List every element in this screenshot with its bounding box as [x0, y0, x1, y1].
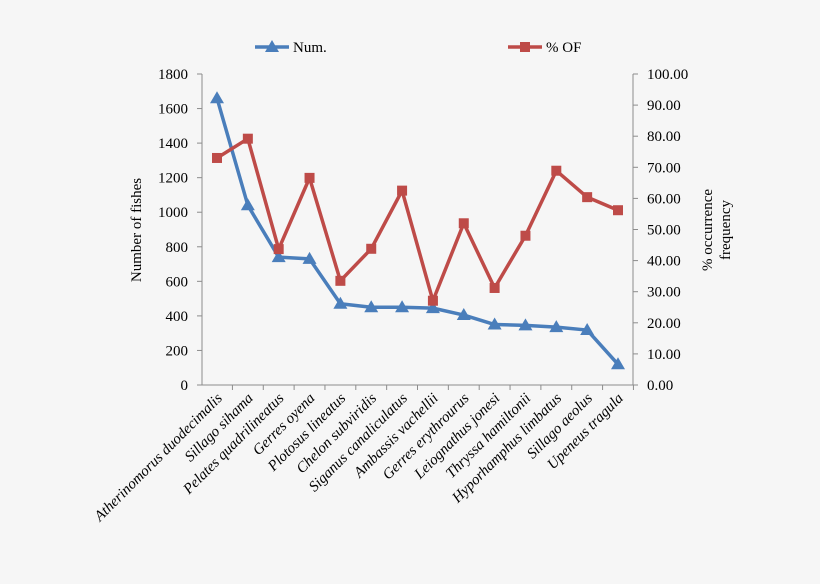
data-point	[425, 301, 440, 314]
data-point	[518, 318, 533, 331]
data-point	[364, 300, 379, 313]
x-tick-label: Atherinomorus duodecimalis	[91, 390, 226, 525]
series-line	[216, 136, 619, 303]
data-point	[520, 230, 531, 241]
data-point	[304, 172, 315, 183]
series-line	[215, 97, 620, 366]
data-point	[549, 320, 564, 333]
data-point	[335, 275, 346, 286]
legend-marker	[520, 42, 530, 52]
data-point	[613, 205, 623, 216]
data-point	[395, 300, 410, 313]
data-point	[302, 251, 317, 264]
right-tick-label: 90.00	[647, 98, 681, 114]
data-point	[487, 317, 502, 330]
axes: 0 200 400 600 800 1000 1200 1400 1600 1800 0.00 10.…	[129, 67, 734, 394]
series-num	[210, 91, 625, 370]
right-tick-label: 100.00	[647, 67, 688, 83]
data-point	[242, 133, 253, 144]
data-point	[273, 244, 284, 255]
y2-axis-title: frequency	[718, 200, 734, 260]
data-point	[458, 218, 469, 229]
legend: Num. % OF	[255, 40, 581, 56]
data-point	[551, 165, 562, 176]
legend-label: % OF	[546, 40, 581, 56]
data-point	[397, 185, 408, 196]
series-of	[212, 133, 623, 306]
left-tick-label: 400	[166, 309, 189, 325]
right-tick-label: 60.00	[647, 191, 681, 207]
y2-axis-title: % occurrence	[700, 189, 716, 271]
right-tick-label: 80.00	[647, 129, 681, 145]
data-point	[580, 323, 595, 336]
data-point	[427, 295, 438, 306]
left-tick-label: 1600	[158, 102, 188, 118]
left-tick-label: 1400	[158, 136, 188, 152]
left-tick-label: 1000	[158, 205, 188, 221]
data-point	[366, 243, 377, 254]
data-point	[333, 296, 348, 309]
right-tick-label: 70.00	[647, 160, 681, 176]
legend-label: Num.	[293, 40, 327, 56]
data-point	[212, 152, 222, 163]
right-tick-label: 50.00	[647, 223, 681, 239]
data-point	[210, 91, 224, 104]
legend-marker	[265, 40, 279, 52]
right-tick-label: 20.00	[647, 316, 681, 332]
left-tick-label: 600	[166, 274, 189, 290]
right-tick-label: 10.00	[647, 347, 681, 363]
data-point	[489, 282, 500, 293]
data-point	[582, 192, 593, 203]
left-tick-label: 1200	[158, 171, 188, 187]
data-point	[271, 250, 286, 263]
left-tick-label: 0	[181, 378, 189, 394]
data-point	[456, 308, 471, 321]
data-point	[611, 357, 625, 370]
right-tick-label: 0.00	[647, 378, 673, 394]
data-point	[240, 198, 255, 211]
left-tick-label: 200	[166, 343, 189, 359]
left-tick-label: 1800	[158, 67, 188, 83]
right-tick-label: 30.00	[647, 285, 681, 301]
y-axis-title: Number of fishes	[129, 178, 145, 282]
right-tick-label: 40.00	[647, 254, 681, 270]
series	[210, 91, 625, 370]
left-tick-label: 800	[166, 240, 189, 256]
